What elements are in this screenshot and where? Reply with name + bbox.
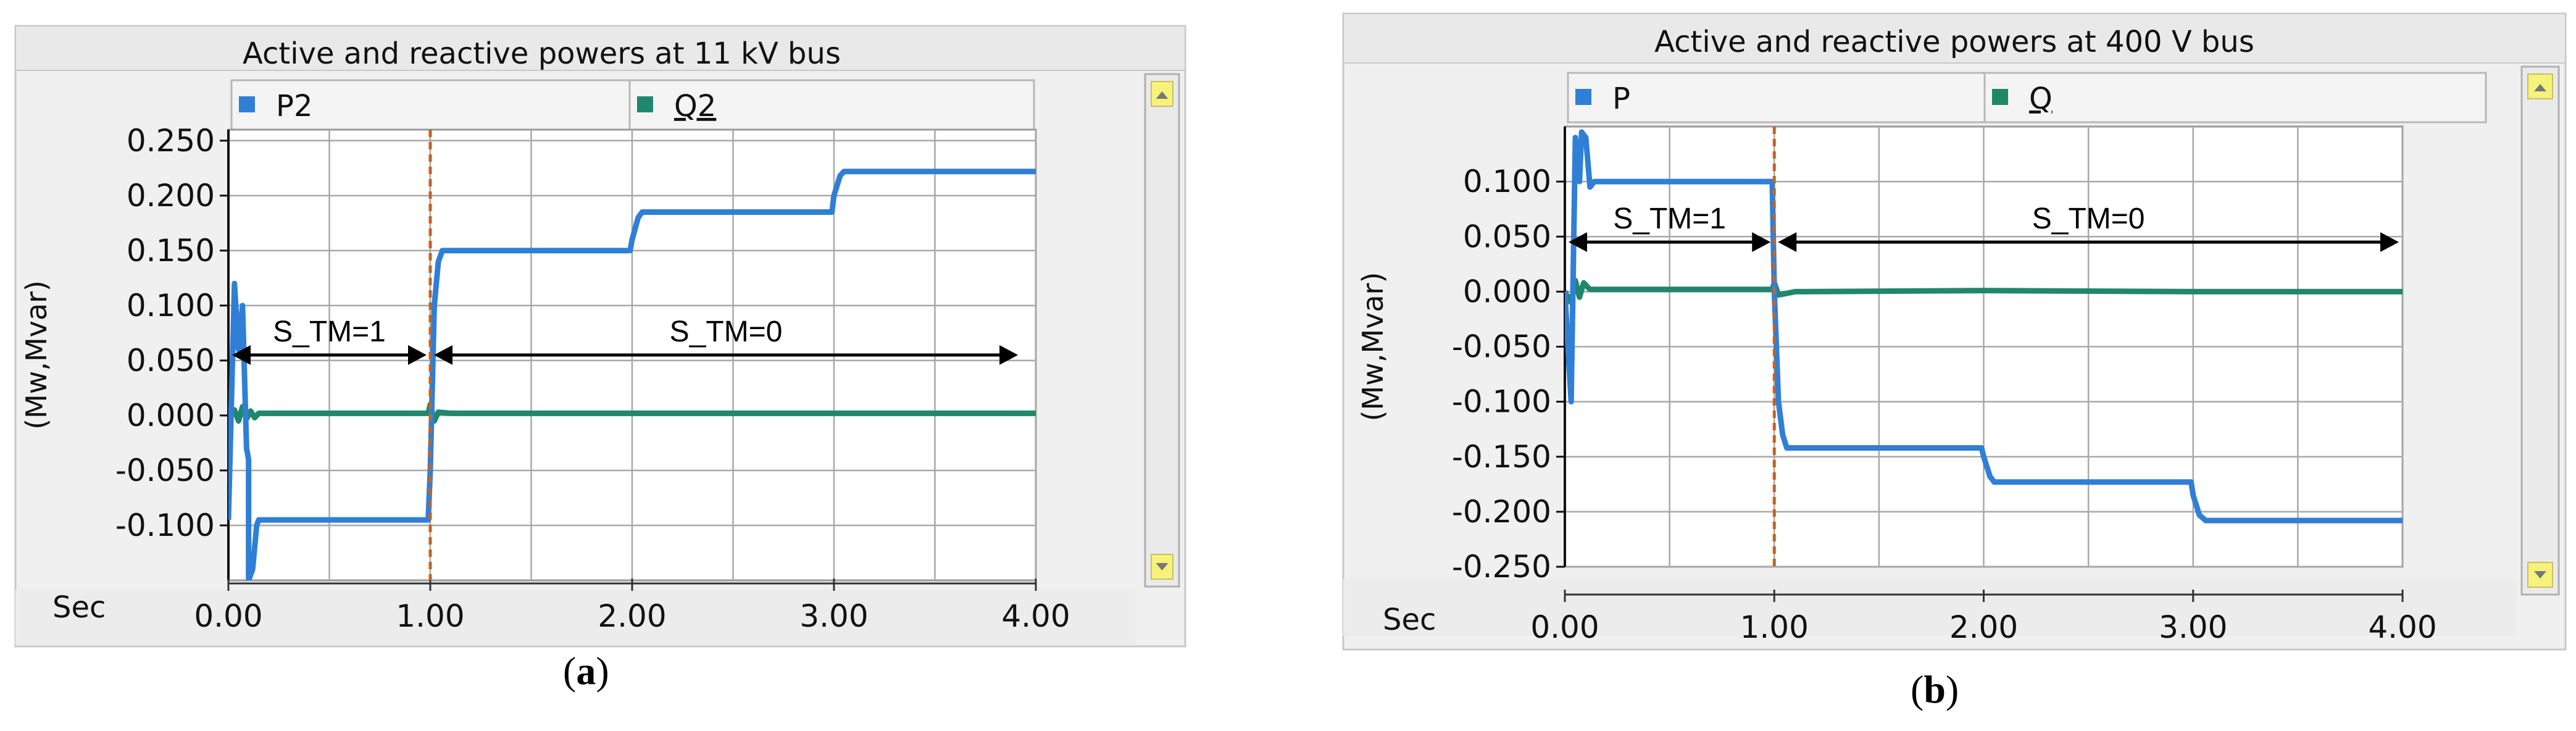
arrow-right-icon xyxy=(1752,232,1771,253)
caption-b: (b) xyxy=(1911,667,1959,711)
y-tick-label: -0.250 xyxy=(1452,549,1551,585)
status-strip-b xyxy=(1343,579,2516,636)
x-tick-label: 0.00 xyxy=(1530,609,1599,645)
vertical-scrollbar-a[interactable] xyxy=(1144,73,1180,588)
caption-a: (a) xyxy=(563,649,609,693)
arrow-right-icon xyxy=(999,345,1019,365)
arrow-left-icon xyxy=(434,345,452,365)
chevron-down-icon xyxy=(2534,571,2546,579)
y-tick-label: 0.250 xyxy=(127,123,215,159)
arrow-left-icon xyxy=(1569,232,1587,253)
chevron-up-icon xyxy=(2534,84,2546,91)
legend-swatch-p2-a xyxy=(239,96,255,112)
y-tick-label: -0.050 xyxy=(1452,329,1551,365)
x-tick-label: 1.00 xyxy=(396,598,464,634)
annotation-s-tm-0-b: S_TM=0 xyxy=(1778,203,2399,253)
legend-label-q2-a: Q2 xyxy=(674,89,716,123)
chart-a: Active and reactive powers at 11 kV bus P… xyxy=(14,25,1186,648)
legend-swatch-q2-a xyxy=(637,96,653,112)
x-tick-label: 3.00 xyxy=(799,598,868,634)
arrow-right-icon xyxy=(408,345,427,365)
series-line-p-b xyxy=(1565,129,2403,524)
vertical-scrollbar-b[interactable] xyxy=(2520,65,2560,596)
chart-b: Active and reactive powers at 400 V bus P… xyxy=(1342,12,2567,651)
x-axis-label-a: Sec xyxy=(52,590,106,625)
caption-b-letter: b xyxy=(1924,667,1946,711)
legend-label-p-b: P xyxy=(1612,81,1630,116)
annotation-s-tm-0-a: S_TM=0 xyxy=(434,315,1019,365)
series-line-q2-a xyxy=(228,401,1036,424)
x-tick-label: 4.00 xyxy=(2368,609,2436,645)
x-tick-label: 1.00 xyxy=(1740,609,1809,645)
annotation-s-tm-1-a: S_TM=1 xyxy=(232,315,427,365)
x-axis-label-b: Sec xyxy=(1383,603,1436,637)
annotation-label: S_TM=1 xyxy=(1613,203,1726,235)
annotation-s-tm-1-b: S_TM=1 xyxy=(1569,203,1771,253)
chart-title-a: Active and reactive powers at 11 kV bus xyxy=(243,36,841,71)
y-tick-label: 0.050 xyxy=(127,343,215,378)
y-tick-label: 0.100 xyxy=(1463,164,1551,199)
y-tick-label: 0.200 xyxy=(127,178,215,214)
y-tick-label: 0.150 xyxy=(127,233,215,269)
legend-label-p2-a: P2 xyxy=(276,89,312,123)
y-tick-label: -0.200 xyxy=(1452,494,1551,530)
chevron-up-icon xyxy=(1156,91,1169,99)
x-tick-label: 0.00 xyxy=(194,598,262,634)
y-tick-label: 0.100 xyxy=(127,288,215,324)
y-tick-label: 0.000 xyxy=(127,398,215,433)
x-tick-label: 4.00 xyxy=(1001,598,1070,634)
title-bar-b xyxy=(1343,13,2566,64)
arrow-right-icon xyxy=(2380,232,2399,253)
arrow-left-icon xyxy=(1778,232,1797,253)
y-tick-label: -0.050 xyxy=(115,453,215,488)
annotation-label: S_TM=0 xyxy=(2032,203,2145,235)
chart-title-b: Active and reactive powers at 400 V bus xyxy=(1654,25,2254,59)
legend-swatch-p-b xyxy=(1575,89,1591,105)
x-tick-label: 2.00 xyxy=(598,598,666,634)
annotation-label: S_TM=0 xyxy=(670,315,783,348)
title-bar-a xyxy=(15,25,1186,71)
status-strip-a xyxy=(15,590,1136,645)
y-axis-label-a: (Mw,Mvar) xyxy=(20,280,53,430)
y-axis-label-b: (Mw,Mvar) xyxy=(1356,272,1390,422)
x-tick-label: 2.00 xyxy=(1949,609,2018,645)
y-tick-label: 0.050 xyxy=(1463,219,1551,254)
y-tick-label: 0.000 xyxy=(1463,274,1551,309)
annotation-label: S_TM=1 xyxy=(273,315,386,348)
legend-swatch-q-b xyxy=(1992,89,2008,105)
series-line-q-b xyxy=(1565,278,2403,306)
caption-a-letter: a xyxy=(576,649,596,693)
y-tick-label: -0.150 xyxy=(1452,439,1551,475)
series-line-p2-a xyxy=(228,169,1036,580)
x-tick-label: 3.00 xyxy=(2159,609,2227,645)
chevron-down-icon xyxy=(1156,563,1169,570)
legend-box-a xyxy=(230,79,1035,131)
legend-box-b xyxy=(1567,72,2487,123)
arrow-left-icon xyxy=(232,345,251,365)
y-tick-label: -0.100 xyxy=(1452,384,1551,420)
y-tick-label: -0.100 xyxy=(115,508,215,543)
legend-label-q-b: Q xyxy=(2029,81,2053,116)
